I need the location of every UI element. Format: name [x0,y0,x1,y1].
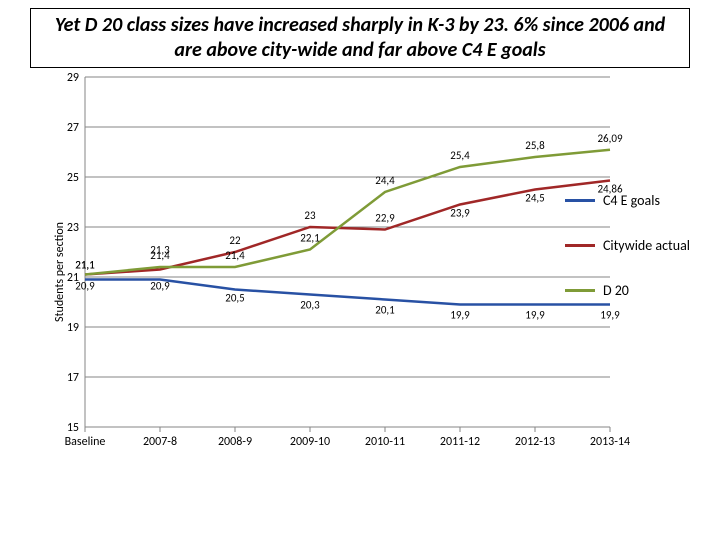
svg-text:20,3: 20,3 [300,299,320,312]
svg-text:24,4: 24,4 [375,174,395,187]
svg-text:21,4: 21,4 [225,249,245,262]
svg-text:19: 19 [67,321,79,335]
svg-text:23: 23 [67,221,79,235]
legend-swatch [565,289,595,292]
legend-item-citywide: Citywide actual [565,237,690,254]
svg-text:2013-14: 2013-14 [590,435,630,449]
svg-text:21,1: 21,1 [75,259,95,272]
svg-text:27: 27 [67,121,79,135]
svg-text:25: 25 [67,171,79,185]
svg-text:20,9: 20,9 [75,280,95,293]
svg-text:21,4: 21,4 [150,249,170,262]
svg-text:22,9: 22,9 [375,212,395,225]
svg-text:2010-11: 2010-11 [365,435,405,449]
svg-text:24,5: 24,5 [525,192,544,205]
y-axis-label: Students per section [53,222,67,322]
legend: C4 E goals Citywide actual D 20 [565,192,690,327]
svg-text:23,9: 23,9 [450,207,470,220]
chart-area: Students per section 1517192123252729Bas… [55,72,700,472]
svg-text:22: 22 [229,234,241,247]
svg-text:20,5: 20,5 [225,292,244,305]
legend-label: C4 E goals [603,192,660,209]
chart-title: Yet D 20 class sizes have increased shar… [30,8,690,68]
svg-text:20,9: 20,9 [150,280,170,293]
legend-item-c4e: C4 E goals [565,192,690,209]
svg-text:2012-13: 2012-13 [515,435,555,449]
legend-label: D 20 [603,282,629,299]
legend-label: Citywide actual [603,237,690,254]
svg-text:20,1: 20,1 [375,304,395,317]
svg-text:25,8: 25,8 [525,139,545,152]
svg-text:19,9: 19,9 [525,309,545,322]
svg-text:19,9: 19,9 [450,309,470,322]
svg-text:2007-8: 2007-8 [143,435,177,449]
svg-text:23: 23 [304,209,316,222]
svg-text:25,4: 25,4 [450,149,470,162]
svg-text:Baseline: Baseline [65,435,106,449]
svg-text:2009-10: 2009-10 [290,435,330,449]
svg-text:26,09: 26,09 [597,132,622,145]
svg-text:15: 15 [67,421,79,435]
svg-text:17: 17 [67,371,79,385]
svg-text:2011-12: 2011-12 [440,435,480,449]
legend-item-d20: D 20 [565,282,690,299]
svg-text:2008-9: 2008-9 [218,435,252,449]
legend-swatch [565,199,595,202]
svg-text:22,1: 22,1 [300,232,320,245]
svg-text:29: 29 [67,72,79,85]
legend-swatch [565,244,595,247]
